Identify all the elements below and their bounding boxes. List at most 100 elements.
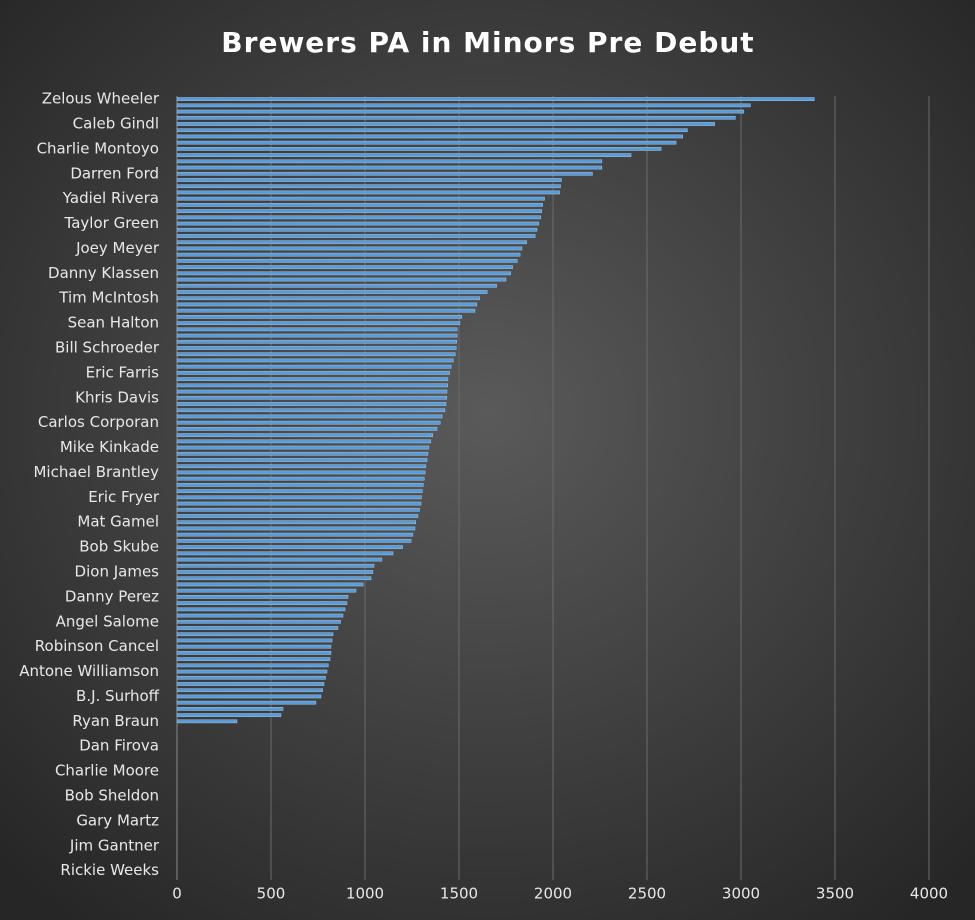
bar: [176, 321, 461, 325]
bar: [176, 221, 540, 226]
y-tick-label: Dion James: [75, 563, 160, 581]
y-tick-label: Mat Gamel: [77, 513, 159, 531]
y-tick-label: Angel Salome: [56, 612, 159, 630]
y-tick-label: Michael Brantley: [33, 463, 159, 481]
bar: [176, 694, 322, 699]
y-tick-label: Rickie Weeks: [60, 861, 159, 879]
bar: [176, 651, 332, 655]
bar: [176, 171, 593, 176]
bar: [176, 669, 328, 674]
bar: [176, 358, 454, 363]
bar: [176, 259, 518, 263]
bar: [176, 582, 364, 587]
bar: [176, 613, 344, 618]
bar: [176, 97, 815, 101]
y-tick-label: Carlos Corporan: [38, 413, 159, 431]
bar: [176, 557, 383, 562]
bar: [176, 115, 736, 120]
bar: [176, 464, 427, 469]
bar: [176, 339, 457, 344]
bar: [176, 128, 688, 133]
bar: [176, 271, 511, 276]
x-tick-label: 0: [172, 885, 182, 903]
bar: [176, 700, 317, 705]
bar: [176, 147, 662, 151]
y-tick-label: Zelous Wheeler: [42, 90, 160, 108]
bar: [176, 277, 507, 282]
bar: [176, 265, 513, 269]
bar: [176, 178, 562, 182]
bar: [176, 719, 238, 724]
bar: [176, 184, 561, 189]
bar: [176, 439, 432, 444]
y-tick-label: Dan Firova: [79, 737, 159, 755]
x-tick-label: 3500: [816, 885, 854, 903]
bar: [176, 371, 450, 375]
bar: [176, 470, 426, 475]
bar: [176, 489, 423, 493]
bar: [176, 688, 323, 693]
bar: [176, 352, 456, 357]
bar: [176, 283, 497, 288]
bar: [176, 458, 428, 462]
x-tick-label: 500: [257, 885, 286, 903]
bar: [176, 240, 527, 245]
bar: [176, 433, 433, 437]
y-tick-label: Yadiel Rivera: [62, 189, 159, 207]
bar: [176, 626, 339, 630]
y-tick-label: Robinson Cancel: [35, 637, 159, 655]
bar: [176, 140, 677, 145]
bar: [176, 103, 751, 108]
bar: [176, 576, 372, 581]
y-tick-label: Jim Gantner: [69, 836, 160, 854]
bar: [176, 315, 463, 319]
y-tick-label: B.J. Surhoff: [76, 687, 160, 705]
bar: [176, 526, 416, 531]
bar: [176, 389, 448, 394]
bar: [176, 109, 745, 114]
bar: [176, 252, 521, 257]
bar: [176, 657, 331, 661]
y-tick-label: Bill Schroeder: [55, 339, 160, 357]
chart-title: Brewers PA in Minors Pre Debut: [221, 26, 754, 59]
bar: [176, 190, 560, 195]
bar: [176, 638, 333, 643]
y-tick-label: Charlie Montoyo: [37, 139, 159, 157]
y-tick-label: Ryan Braun: [72, 712, 159, 730]
y-tick-label: Eric Fryer: [88, 488, 160, 506]
y-tick-label: Sean Halton: [68, 314, 159, 332]
bar: [176, 290, 488, 294]
y-tick-label: Eric Farris: [86, 363, 160, 381]
bar: [176, 246, 523, 251]
y-tick-label: Tim McIntosh: [58, 289, 159, 307]
x-tick-label: 4000: [910, 885, 948, 903]
bar: [176, 165, 603, 170]
y-tick-label: Taylor Green: [64, 214, 159, 232]
y-tick-label: Danny Klassen: [48, 264, 159, 282]
bar: [176, 122, 715, 126]
x-tick-label: 1000: [346, 885, 384, 903]
x-tick-label: 2500: [628, 885, 666, 903]
bar: [176, 414, 443, 419]
y-tick-label: Caleb Gindl: [73, 115, 159, 133]
bar: [176, 445, 430, 450]
bar: [176, 364, 452, 369]
bar: [176, 644, 332, 649]
bar: [176, 682, 325, 686]
y-tick-label: Joey Meyer: [75, 239, 160, 257]
bar: [176, 607, 346, 612]
y-tick-label: Darren Ford: [70, 164, 159, 182]
bar: [176, 420, 441, 425]
bar: [176, 563, 375, 568]
bar: [176, 377, 449, 381]
bar: [176, 663, 329, 668]
bar: [176, 595, 349, 599]
bar: [176, 476, 425, 481]
y-tick-label: Charlie Moore: [55, 762, 159, 780]
bar: [176, 227, 538, 232]
x-tick-label: 3000: [722, 885, 760, 903]
bar: [176, 402, 447, 406]
bar: [176, 234, 536, 238]
bar: [176, 707, 284, 711]
